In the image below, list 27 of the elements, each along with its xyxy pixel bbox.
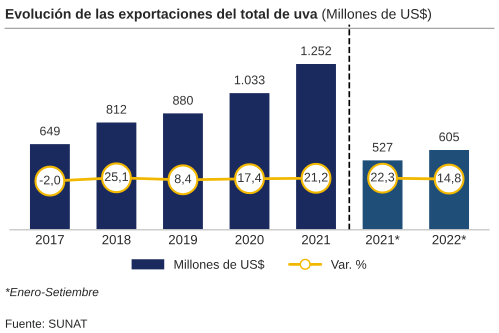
data-label: 14,8 [438,174,461,184]
x-tick-label: 2021* [366,234,400,244]
data-label: 17,4 [238,173,262,184]
x-tick-label: 2018 [102,234,131,244]
chart-subtitle: (Millones de US$) [322,8,431,22]
x-tick-label: 2017 [36,234,64,244]
text: *Enero-Setiembre [6,288,98,296]
legend-label: Millones de US$ [174,259,264,270]
data-label: 8,4 [174,174,192,185]
data-label: 1.252 [301,46,332,56]
legend-label: Var. % [330,260,366,269]
data-label: 880 [173,96,193,105]
data-label: 1.033 [234,76,265,84]
x-tick-label: 2019 [168,234,198,244]
data-label: 812 [106,104,126,114]
x-tick-label: 2022* [432,234,466,244]
x-tick-label: 2021 [302,234,330,244]
source-note: Fuente: SUNAT [6,319,88,328]
data-label: 22,3 [371,172,394,183]
data-label: 25,1 [104,172,128,183]
data-label: 21,2 [304,172,328,184]
data-label: -2,0 [40,176,60,186]
data-label: 527 [372,142,392,152]
data-label: 649 [40,126,60,136]
data-label: 605 [439,132,460,142]
x-tick-label: 2020 [235,234,264,244]
chart-title: Evolución de las exportaciones del total de uva [6,8,318,22]
